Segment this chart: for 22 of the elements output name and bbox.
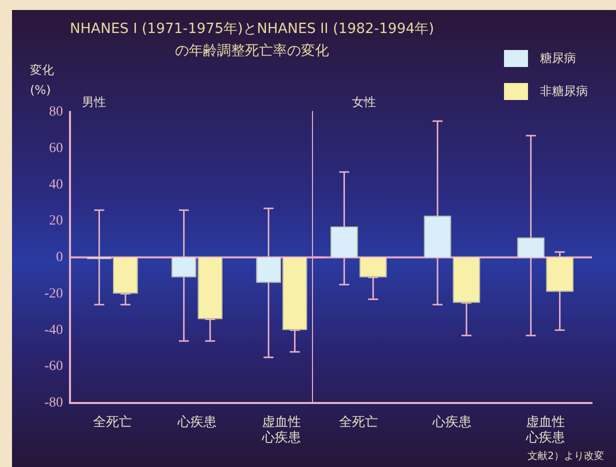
y-tick-label: 20 (49, 214, 63, 229)
chart-title: NHANES I (1971-1975年)とNHANES II (1982-1994年) の年齢調整死亡率の変化 (68, 20, 436, 61)
y-tick-label: -60 (44, 359, 63, 374)
y-tick-label: -20 (44, 286, 63, 302)
x-tick-label: 全死亡 (92, 414, 132, 430)
y-tick-label: 0 (56, 250, 63, 266)
y-tick-label: 80 (49, 104, 63, 120)
x-tick-label: 全死亡 (339, 414, 378, 430)
y-axis-title: 変化 (%) (30, 62, 54, 99)
y-tick-label: -80 (44, 395, 63, 410)
y-tick-label: -40 (44, 322, 63, 338)
y-tick-label: 40 (49, 177, 63, 192)
legend-label: 糖尿病 (540, 50, 576, 67)
legend-label: 非糖尿病 (540, 83, 588, 100)
x-tick-label: 心疾患 (176, 414, 216, 430)
y-tick-label: 60 (49, 141, 63, 156)
x-tick-label: 虚血性心疾患 (524, 414, 565, 446)
text: 男性 (82, 94, 106, 111)
text: 文献2）より改変 (528, 450, 604, 463)
text: 女性 (352, 94, 376, 111)
x-tick-label: 虚血性心疾患 (261, 414, 302, 446)
x-tick-label: 心疾患 (432, 414, 472, 430)
